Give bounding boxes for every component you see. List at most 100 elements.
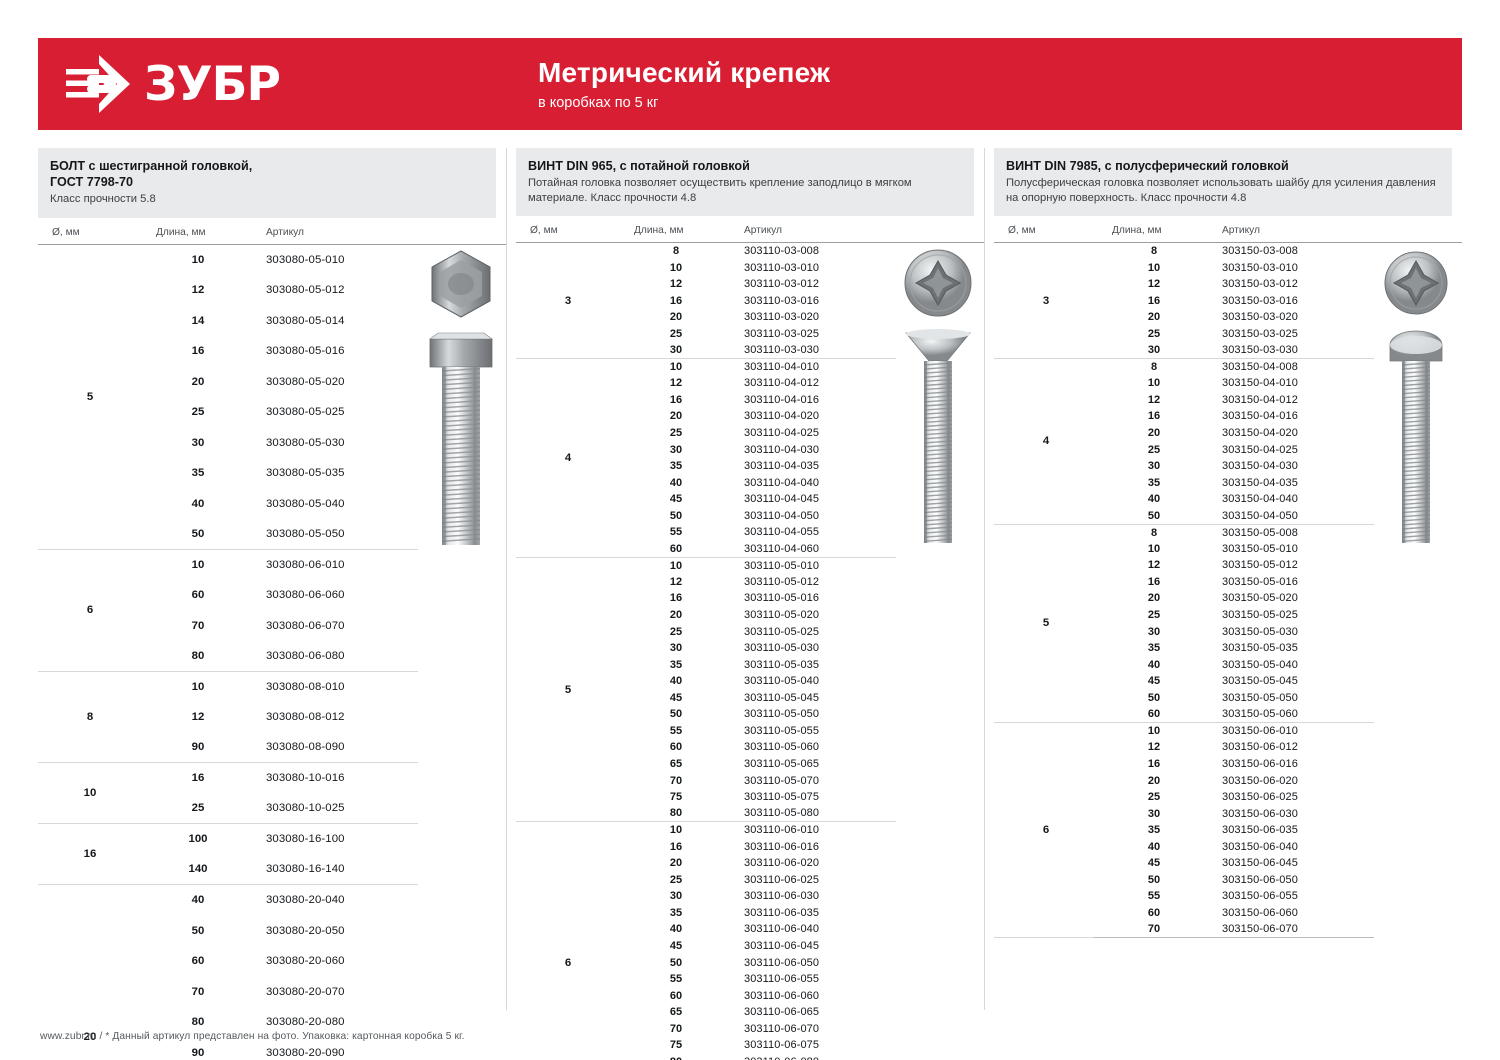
table-row[interactable]: 12 303110-04-012 <box>516 375 984 392</box>
table-row[interactable]: 25 303080-10-025 <box>38 793 506 825</box>
article-cell[interactable]: 303110-05-010 <box>744 559 820 572</box>
article-cell[interactable]: 303150-06-060 <box>1222 906 1298 919</box>
article-cell[interactable]: 303150-06-030 <box>1222 807 1298 820</box>
article-cell[interactable]: 303080-16-140 <box>258 854 418 886</box>
article-cell[interactable]: 303080-05-014 <box>266 314 345 327</box>
article-cell[interactable]: 303150-06-045 <box>1222 857 1298 870</box>
table-row[interactable]: 35 303150-05-035 <box>994 640 1462 657</box>
article-cell[interactable]: 303080-10-016 <box>266 772 345 785</box>
article-cell[interactable]: 303080-05-050 <box>258 518 418 550</box>
article-cell[interactable]: 303150-05-008 <box>1222 526 1298 539</box>
table-row[interactable]: 6 10 303150-06-010 <box>994 722 1462 939</box>
table-row[interactable]: 10 303150-05-010 <box>994 541 1462 558</box>
table-row[interactable]: 20 303150-06-020 <box>994 772 1462 789</box>
article-cell[interactable]: 303110-04-045 <box>744 493 820 506</box>
article-cell[interactable]: 303150-05-050 <box>1222 691 1298 704</box>
table-row[interactable]: 50 303110-04-050 <box>516 507 984 524</box>
table-row[interactable]: 4 8 303150-04-008 <box>994 358 1462 525</box>
table-row[interactable]: 5 10 303110-05-010 <box>516 557 984 823</box>
article-cell[interactable]: 303150-04-035 <box>1222 476 1298 489</box>
table-row[interactable]: 16 303110-04-016 <box>516 392 984 409</box>
article-cell[interactable]: 303110-05-030 <box>744 642 820 655</box>
article-cell[interactable]: 303110-06-060 <box>744 989 820 1002</box>
article-cell[interactable]: 303150-04-030 <box>1222 460 1298 473</box>
article-cell[interactable]: 303150-06-050 <box>1222 873 1298 886</box>
table-row[interactable]: 6 10 303110-06-010 <box>516 821 984 1060</box>
table-row[interactable]: 10 16 303080-10-016 <box>38 762 506 825</box>
article-cell[interactable]: 303150-05-025 <box>1222 609 1298 622</box>
article-cell[interactable]: 303080-05-010 <box>266 253 345 266</box>
table-row[interactable]: 20 303110-04-020 <box>516 408 984 425</box>
article-cell[interactable]: 303150-04-050 <box>1214 507 1374 525</box>
table-row[interactable]: 20 303150-04-020 <box>994 425 1462 442</box>
table-row[interactable]: 20 303150-03-020 <box>994 309 1462 326</box>
table-row[interactable]: 35 303110-06-035 <box>516 905 984 922</box>
article-cell[interactable]: 303110-05-080 <box>736 805 896 823</box>
article-cell[interactable]: 303150-06-020 <box>1222 774 1298 787</box>
article-cell[interactable]: 303080-05-016 <box>266 345 345 358</box>
article-cell[interactable]: 303110-03-030 <box>736 342 896 360</box>
table-row[interactable]: 40 303110-04-040 <box>516 474 984 491</box>
table-row[interactable]: 50 303110-05-050 <box>516 706 984 723</box>
table-row[interactable]: 30 303150-04-030 <box>994 458 1462 475</box>
article-cell[interactable]: 303110-06-070 <box>744 1022 820 1035</box>
table-row[interactable]: 14 303080-05-014 <box>38 305 506 336</box>
article-cell[interactable]: 303080-06-060 <box>266 589 345 602</box>
article-cell[interactable]: 303080-05-020 <box>266 375 345 388</box>
table-row[interactable]: 45 303110-05-045 <box>516 690 984 707</box>
table-row[interactable]: 4 10 303110-04-010 <box>516 358 984 558</box>
article-cell[interactable]: 303110-04-016 <box>744 393 820 406</box>
article-cell[interactable]: 303110-06-055 <box>744 973 820 986</box>
table-row[interactable]: 20 303150-05-020 <box>994 590 1462 607</box>
article-cell[interactable]: 303110-06-080 <box>736 1054 896 1060</box>
table-row[interactable]: 25 303150-03-025 <box>994 325 1462 342</box>
table-row[interactable]: 16 303110-03-016 <box>516 292 984 309</box>
table-row[interactable]: 35 303110-04-035 <box>516 458 984 475</box>
table-row[interactable]: 50 303110-06-050 <box>516 954 984 971</box>
table-row[interactable]: 45 303110-04-045 <box>516 491 984 508</box>
table-row[interactable]: 80 303110-05-080 <box>516 805 984 823</box>
article-cell[interactable]: 303080-05-040 <box>266 497 345 510</box>
article-cell[interactable]: 303150-05-045 <box>1222 675 1298 688</box>
table-row[interactable]: 45 303150-06-045 <box>994 855 1462 872</box>
article-cell[interactable]: 303110-06-016 <box>744 840 820 853</box>
table-row[interactable]: 3 8 303150-03-008 <box>994 242 1462 544</box>
article-cell[interactable]: 303080-05-030 <box>266 436 345 449</box>
article-cell[interactable]: 303110-06-010 <box>744 824 820 837</box>
article-cell[interactable]: 303150-06-070 <box>1214 921 1374 939</box>
table-row[interactable]: 75 303110-05-075 <box>516 789 984 806</box>
table-row[interactable]: 65 303110-05-065 <box>516 756 984 773</box>
article-cell[interactable]: 303110-03-020 <box>744 311 820 324</box>
table-row[interactable]: 80 303080-20-080 <box>38 1007 506 1038</box>
article-cell[interactable]: 303150-05-060 <box>1214 706 1374 724</box>
table-row[interactable]: 12 303080-08-012 <box>38 702 506 733</box>
article-cell[interactable]: 303150-04-016 <box>1222 410 1298 423</box>
table-row[interactable]: 30 303150-03-030 <box>994 342 1462 360</box>
table-row[interactable]: 10 303110-03-010 <box>516 259 984 276</box>
table-row[interactable]: 60 303080-20-060 <box>38 946 506 977</box>
article-cell[interactable]: 303110-05-040 <box>744 675 820 688</box>
table-row[interactable]: 12 303110-03-012 <box>516 276 984 293</box>
article-cell[interactable]: 303110-04-055 <box>744 526 820 539</box>
article-cell[interactable]: 303150-03-020 <box>1222 311 1298 324</box>
table-row[interactable]: 12 303080-05-012 <box>38 275 506 306</box>
article-cell[interactable]: 303150-04-012 <box>1222 393 1298 406</box>
article-cell[interactable]: 303150-06-040 <box>1222 840 1298 853</box>
article-cell[interactable]: 303150-05-020 <box>1222 592 1298 605</box>
table-row[interactable]: 25 303110-04-025 <box>516 425 984 442</box>
article-cell[interactable]: 303150-06-035 <box>1222 824 1298 837</box>
article-cell[interactable]: 303110-05-020 <box>744 609 820 622</box>
table-row[interactable]: 90 303080-08-090 <box>38 732 506 764</box>
table-row[interactable]: 55 303110-04-055 <box>516 524 984 541</box>
article-cell[interactable]: 303110-03-008 <box>744 245 820 258</box>
table-row[interactable]: 30 303150-06-030 <box>994 805 1462 822</box>
article-cell[interactable]: 303110-05-025 <box>744 625 820 638</box>
article-cell[interactable]: 303150-03-030 <box>1214 342 1374 360</box>
article-cell[interactable]: 303110-06-045 <box>744 939 820 952</box>
article-cell[interactable]: 303150-05-012 <box>1222 559 1298 572</box>
article-cell[interactable]: 303150-04-025 <box>1222 443 1298 456</box>
table-row[interactable]: 25 303150-05-025 <box>994 607 1462 624</box>
table-row[interactable]: 12 303150-03-012 <box>994 276 1462 293</box>
table-row[interactable]: 25 303110-06-025 <box>516 872 984 889</box>
